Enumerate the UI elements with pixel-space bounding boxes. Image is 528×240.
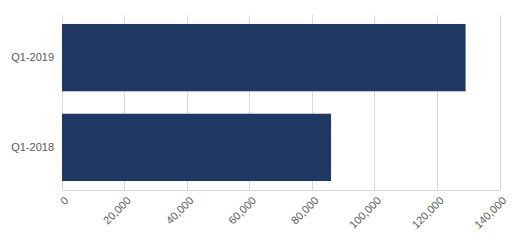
tick: 120,000	[409, 190, 446, 231]
grid	[62, 15, 500, 190]
plot: 0 20,000 40,000 60,000 80,000 100,000 120,000 1…	[11, 15, 508, 231]
x-axis: 0 20,000 40,000 60,000 80,000 100,000 120,000 1…	[58, 190, 509, 231]
bar	[62, 24, 466, 91]
tick: 20,000	[101, 190, 133, 226]
chart: 0 20,000 40,000 60,000 80,000 100,000 120,000 1…	[0, 0, 528, 240]
tick-label: 80,000	[288, 194, 320, 226]
tick: 60,000	[226, 190, 258, 226]
tick-label: 0	[58, 194, 71, 207]
tick: 80,000	[288, 190, 320, 226]
tick-label: 100,000	[347, 194, 384, 231]
tick-label: 140,000	[472, 194, 509, 231]
tick: 100,000	[347, 190, 384, 231]
tick: 140,000	[472, 190, 509, 231]
tick: Q1-2019	[11, 51, 54, 63]
category-label: Q1-2019	[11, 51, 54, 63]
tick: 40,000	[163, 190, 195, 226]
y-axis: Q1-2019 Q1-2018	[11, 51, 54, 153]
bar	[62, 114, 331, 181]
tick: Q1-2018	[11, 141, 54, 153]
tick-label: 60,000	[226, 194, 258, 226]
bars	[62, 24, 466, 181]
tick-label: 40,000	[163, 194, 195, 226]
tick-label: 20,000	[101, 194, 133, 226]
tick: 0	[58, 190, 71, 207]
category-label: Q1-2018	[11, 141, 54, 153]
grid-line	[500, 15, 501, 190]
axis-line	[63, 190, 501, 191]
tick-label: 120,000	[409, 194, 446, 231]
